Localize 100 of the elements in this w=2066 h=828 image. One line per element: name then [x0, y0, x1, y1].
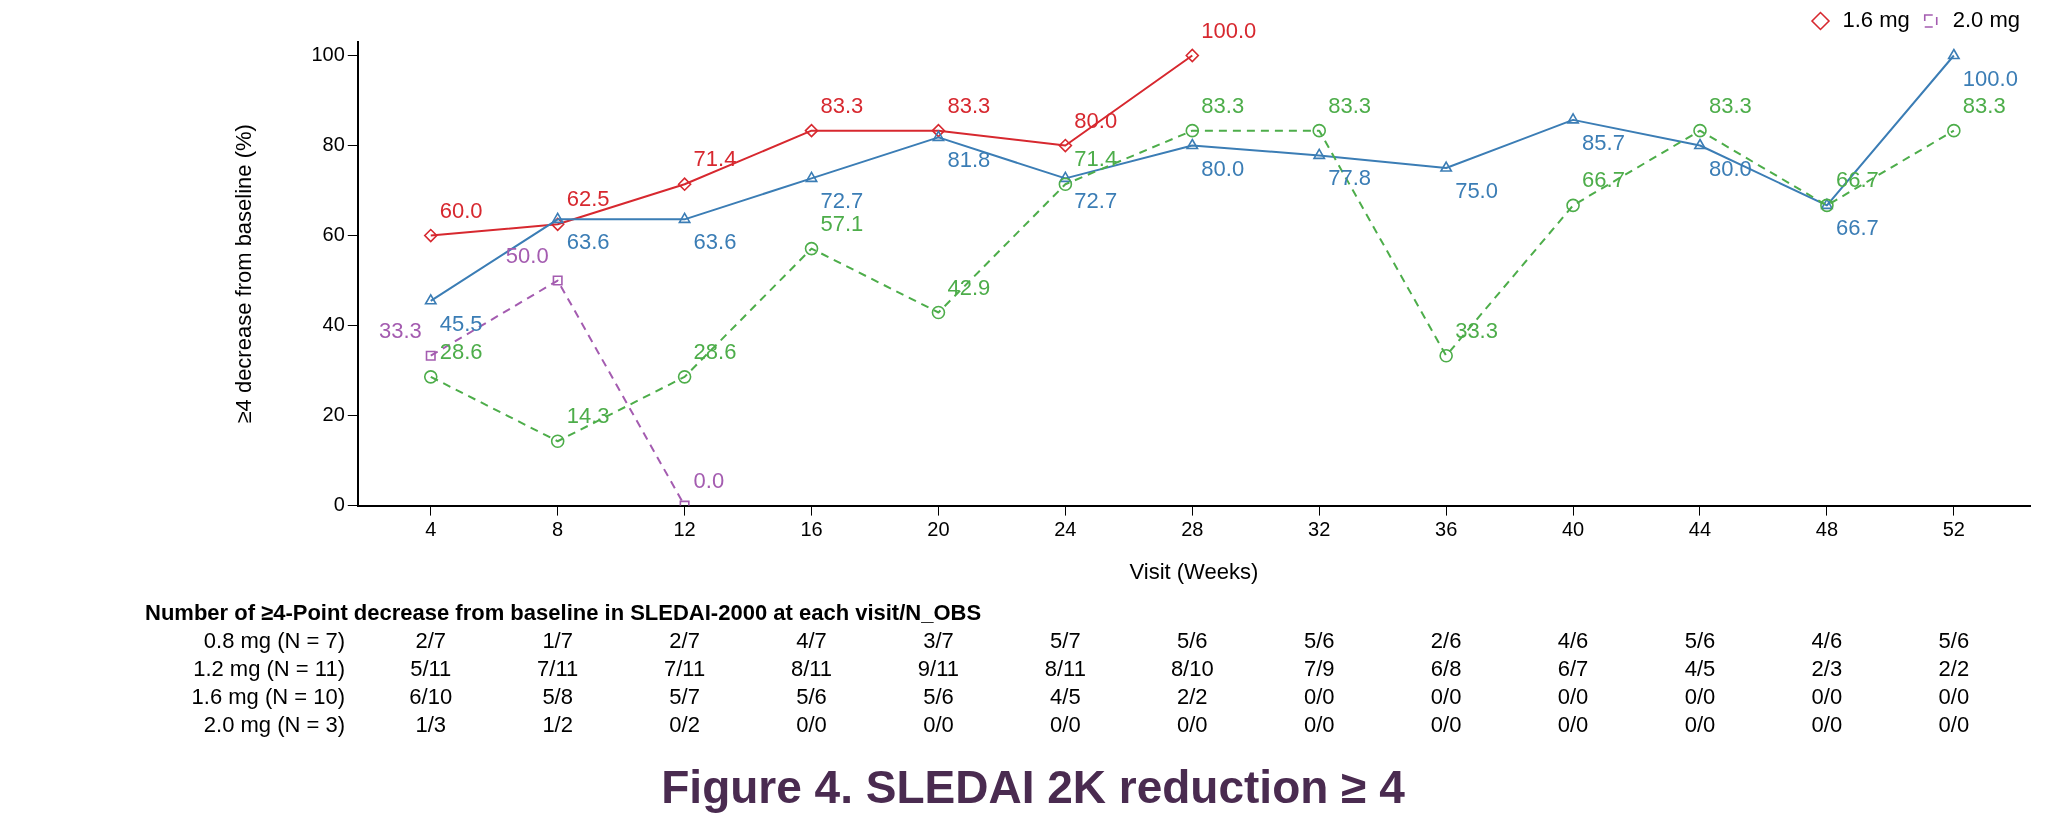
text: 0/0 [1811, 684, 1843, 709]
data-label: 83.3 [1962, 92, 2006, 118]
data-label: 72.7 [1074, 188, 1118, 214]
text: 8/11 [790, 656, 833, 681]
y-tick-label: 60 [322, 223, 345, 246]
point [550, 434, 565, 449]
point [931, 123, 946, 138]
text: 4/5 [1050, 684, 1081, 709]
legend-label: 2.0 mg [1952, 7, 2021, 33]
point [804, 241, 819, 256]
text: 0/0 [796, 712, 827, 737]
text: 2/6 [1430, 628, 1462, 653]
text: 0/0 [1684, 684, 1716, 709]
point [932, 130, 945, 142]
data-label: 83.3 [1201, 92, 1245, 118]
y-tick-label: 20 [322, 403, 345, 426]
point [1312, 123, 1327, 138]
text: 2/7 [415, 628, 447, 653]
text: 8/11 [1044, 656, 1086, 681]
text: 1/7 [542, 628, 573, 653]
y-tick-label: 100 [311, 43, 345, 66]
data-label: 83.3 [1709, 92, 1752, 118]
point [1567, 113, 1580, 124]
x-tick-label: 4 [425, 518, 437, 541]
text: 0/0 [1303, 712, 1335, 737]
text: 9/11 [917, 656, 960, 681]
point [931, 305, 946, 320]
data-label: 62.5 [566, 186, 610, 212]
text: 5/6 [923, 684, 954, 709]
text: 2.0 mg (N = 3) [203, 712, 345, 737]
text: 5/6 [1938, 628, 1970, 653]
y-tick-label: 80 [322, 133, 345, 156]
x-tick-label: 36 [1435, 518, 1458, 541]
y-tick-label: 0 [333, 493, 345, 516]
y-axis-title: ≥4 decrease from baseline (%) [231, 124, 257, 424]
x-tick-label: 20 [927, 518, 950, 541]
x-tick-label: 48 [1815, 518, 1839, 541]
x-tick-label: 28 [1181, 518, 1204, 541]
text: 7/11 [664, 656, 706, 681]
data-label: 83.3 [947, 92, 991, 118]
point [1440, 161, 1453, 172]
data-label: 14.3 [566, 403, 610, 429]
data-label: 100.0 [1962, 65, 2018, 91]
text: 3/7 [923, 628, 954, 653]
text: 0/0 [1177, 712, 1208, 737]
data-label: 66.7 [1835, 215, 1879, 241]
point [423, 228, 438, 243]
point [805, 171, 818, 183]
point [424, 294, 437, 305]
data-label: 50.0 [505, 242, 549, 268]
point [1566, 198, 1580, 213]
text: 6/7 [1557, 656, 1589, 681]
x-tick-label: 16 [800, 518, 823, 541]
point [1313, 148, 1326, 160]
y-tick-label: 40 [322, 313, 345, 336]
text: 5/7 [1050, 628, 1081, 653]
point [677, 370, 692, 384]
text: 0/0 [1938, 712, 1970, 737]
point [1058, 138, 1073, 153]
text: 5/6 [796, 684, 827, 709]
x-tick-label: 8 [552, 518, 564, 541]
data-label: 80.0 [1709, 155, 1752, 181]
data-label: 28.6 [693, 338, 737, 364]
text: 1/2 [542, 712, 573, 737]
text: 5/6 [1177, 628, 1208, 653]
x-tick-label: 44 [1688, 518, 1712, 541]
text: 5/8 [542, 684, 573, 709]
point [1693, 123, 1707, 138]
text: 0/0 [923, 712, 954, 737]
text: 8/10 [1170, 656, 1214, 681]
text: 6/8 [1430, 656, 1462, 681]
text: 1.6 mg (N = 10) [191, 684, 345, 709]
data-label: 71.4 [693, 146, 737, 172]
data-label: 83.3 [1328, 92, 1372, 118]
text: 4/6 [1557, 628, 1589, 653]
data-label: 28.6 [439, 338, 483, 364]
data-label: 75.0 [1455, 178, 1498, 204]
x-axis-title: Visit (Weeks) [1129, 558, 1259, 584]
text: Figure 4. SLEDAI 2K reduction ≥ 4 [660, 760, 1406, 814]
text: 4/7 [796, 628, 827, 653]
point [1694, 138, 1706, 150]
point [550, 217, 565, 232]
data-label: 77.8 [1328, 165, 1372, 191]
data-label: 63.6 [693, 229, 737, 255]
point [1059, 171, 1072, 183]
point [425, 350, 436, 361]
text: 6/10 [409, 684, 453, 709]
point [552, 275, 563, 286]
point [551, 212, 564, 224]
point [1058, 177, 1073, 192]
point [1186, 138, 1199, 150]
point [1185, 48, 1200, 63]
point [423, 370, 438, 384]
text: 2/7 [669, 628, 700, 653]
x-tick-label: 40 [1561, 518, 1585, 541]
text: 2/2 [1938, 656, 1970, 681]
text: 5/11 [410, 656, 452, 681]
data-label: 71.4 [1074, 146, 1118, 172]
text: Number of ≥4-Point decrease from baseline in SLEDAI-2000 at each visit/N_OBS [145, 600, 982, 626]
point [1947, 48, 1960, 60]
